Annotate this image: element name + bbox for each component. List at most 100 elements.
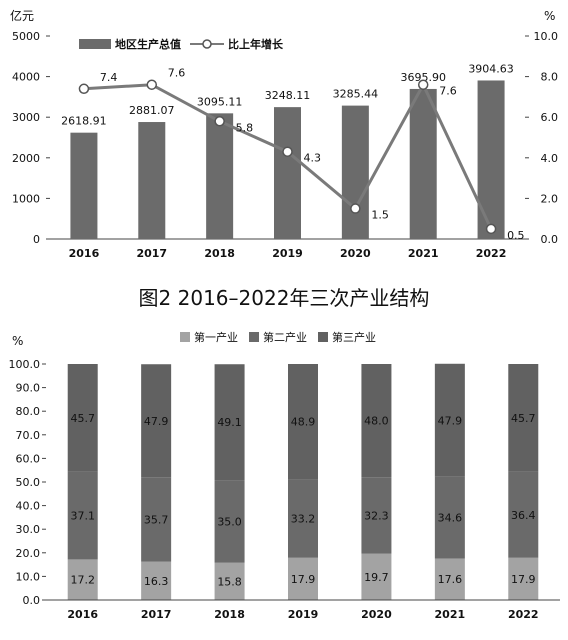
growth-point-label: 1.5 [371,209,389,222]
structure-segment-label: 48.0 [364,415,389,428]
gdp-bar-label: 2618.91 [61,115,107,128]
x-labels-2: 2016 2017 2018 2019 2020 2021 2022 [67,608,538,621]
legend-swatch-gdp [79,39,111,49]
growth-point [78,83,90,95]
structure-legend: 第一产业 第二产业 第三产业 [180,330,376,344]
structure-segment [361,477,392,554]
x-tick-label-2: 2022 [508,608,539,621]
gdp-bar-label: 3695.90 [400,71,446,84]
structure-segment-label: 19.7 [364,571,389,584]
legend-label-secondary: 第二产业 [263,330,307,344]
structure-segment [288,364,318,480]
structure-segment [508,364,539,472]
structure-segment [508,471,539,558]
x-labels-1: 2016 2017 2018 2019 2020 2021 2022 [69,247,507,260]
right-axis-unit: % [544,9,555,23]
growth-point [485,223,497,235]
y-tick-right-label: 0.0 [541,233,559,246]
y-tick-right-label: 2.0 [541,192,559,205]
y-tick-label-2: 70.0 [16,429,41,442]
y-tick-left-label: 4000 [12,71,40,84]
legend-swatch-primary [180,332,190,342]
y-tick-left-label: 2000 [12,152,40,165]
y-tick-right-label: 10.0 [534,30,559,43]
gdp-bar-label: 3248.11 [265,89,311,102]
y-ticks-2: 0.0 10.0 20.0 30.0 40.0 50.0 60.0 70.0 80.0 90.0 1… [9,358,46,607]
legend-swatch-secondary [249,332,259,342]
structure-segment [361,553,392,600]
structure-segment-label: 47.9 [144,415,169,428]
structure-segment-label: 33.2 [291,513,316,526]
growth-point-label: 7.6 [168,67,186,80]
structure-segment-label: 17.9 [291,573,316,586]
gdp-bar [274,107,301,239]
structure-segment-label: 49.1 [217,416,242,429]
structure-segment [141,364,172,478]
gdp-bar [206,113,234,239]
gdp-bar-label: 2881.07 [129,104,175,117]
growth-point [350,203,361,214]
structure-segment [141,561,172,600]
x-tick-label-2: 2020 [361,608,392,621]
y-tick-label-2: 30.0 [16,523,41,536]
growth-point-label: 5.8 [236,121,254,134]
gdp-bar [70,132,98,239]
y-tick-label-2: 20.0 [16,547,41,560]
x-tick-label: 2019 [272,247,303,260]
legend-label-gdp: 地区生产总值 [115,37,181,51]
structure-segment-label: 36.4 [511,509,536,522]
y-axis-unit-2: % [12,334,23,348]
left-y-ticks: 0 1000 2000 3000 4000 5000 [12,30,50,246]
y-tick-label-2: 40.0 [16,500,41,513]
y-tick-left-label: 1000 [12,192,40,205]
structure-segment [214,364,245,481]
structure-segment [67,471,98,560]
y-tick-right-label: 8.0 [541,71,559,84]
legend-label-tertiary: 第三产业 [332,330,376,344]
x-tick-label-2: 2021 [435,608,466,621]
gdp-bar [409,88,437,239]
structure-segment-label: 37.1 [70,510,95,523]
growth-point [146,79,158,90]
structure-segment [434,363,465,477]
y-tick-left-label: 5000 [12,30,40,43]
structure-segment [214,562,245,600]
structure-segment [434,558,465,600]
x-tick-label: 2017 [136,247,167,260]
structure-segment-label: 35.0 [217,515,242,528]
gdp-bar [138,122,166,239]
structure-segment-label: 47.9 [438,414,463,427]
structure-segment [67,559,98,600]
structure-segment [214,480,245,563]
growth-point-label: 7.6 [439,85,457,98]
structure-segment-label: 17.6 [438,573,463,586]
right-y-ticks: 0.0 2.0 4.0 6.0 8.0 10.0 [525,30,558,246]
y-tick-label-2: 100.0 [9,358,41,371]
structure-segment-label: 34.6 [438,512,463,525]
gdp-bar-label: 3285.44 [333,88,379,101]
x-tick-label: 2018 [204,247,235,260]
y-tick-label-2: 80.0 [16,405,41,418]
y-tick-label-2: 60.0 [16,452,41,465]
y-tick-label-2: 10.0 [16,570,41,583]
y-tick-label-2: 90.0 [16,382,41,395]
x-tick-label-2: 2019 [288,608,319,621]
gdp-bar [341,105,369,239]
structure-segment [67,364,98,472]
y-tick-left-label: 3000 [12,111,40,124]
y-tick-right-label: 6.0 [541,111,559,124]
structure-segment-label: 32.3 [364,509,389,522]
x-tick-label: 2020 [340,247,371,260]
growth-point-label: 4.3 [304,152,322,165]
gdp-bar [477,80,505,240]
gdp-bar-label: 3095.11 [197,95,243,108]
structure-segment-label: 15.8 [217,575,242,588]
structure-segment [141,477,172,562]
structure-segment [288,479,318,558]
x-tick-label-2: 2017 [141,608,172,621]
structure-segment [434,476,465,559]
gdp-bars: 2618.91 2881.07 3095.11 3248.11 3285.44 3695.… [61,62,514,240]
figure-title: 图2 2016–2022年三次产业结构 [139,286,430,310]
growth-point-label: 7.4 [100,71,118,84]
